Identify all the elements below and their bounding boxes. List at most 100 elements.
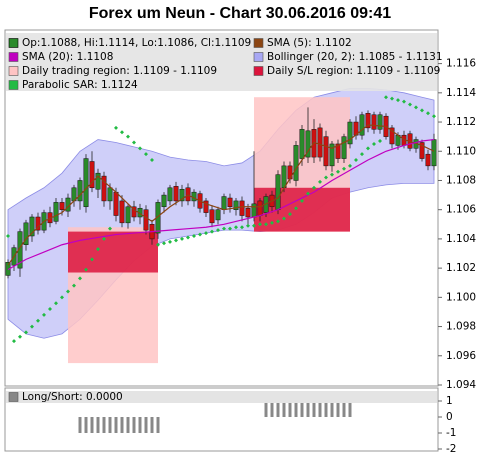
sar-dot: [402, 99, 406, 104]
candle-body: [245, 207, 251, 218]
candle-body: [215, 209, 221, 221]
sar-dot: [348, 163, 352, 168]
candle-body: [101, 175, 107, 202]
candle-body: [53, 202, 59, 222]
bar: [348, 401, 352, 417]
candle-body: [221, 196, 227, 210]
candle-body: [371, 114, 377, 130]
bar: [342, 401, 346, 417]
sar-dot: [408, 102, 412, 107]
sar-dot: [354, 158, 358, 163]
region: [68, 231, 158, 273]
candle-body: [299, 129, 305, 159]
y-tick-label: 1.100: [446, 291, 476, 303]
candle-body: [209, 209, 215, 224]
sar-dot: [102, 236, 106, 241]
candle-body: [35, 216, 41, 231]
y-tick-label: 1.106: [446, 204, 476, 216]
legend-label: Daily S/L region: 1.1109 - 1.1109: [267, 65, 440, 77]
sar-dot: [294, 206, 298, 211]
sar-dot: [72, 283, 76, 288]
y-tick-label: 0: [446, 411, 453, 423]
y-tick-label: -1: [446, 427, 456, 439]
sar-dot: [54, 301, 58, 306]
sar-dot: [48, 307, 52, 312]
sar-dot: [330, 172, 334, 177]
candle-body: [365, 113, 371, 129]
bar: [126, 417, 130, 433]
y-tick-label: 1.094: [446, 379, 476, 391]
sar-dot: [324, 175, 328, 180]
bar: [90, 417, 94, 433]
bar: [318, 401, 322, 417]
candle-body: [347, 121, 353, 145]
sar-dot: [390, 96, 394, 101]
candle-body: [107, 187, 113, 202]
bar: [150, 417, 154, 433]
sar-dot: [378, 139, 382, 144]
sar-dot: [174, 238, 178, 243]
legend-label: SMA (5): 1.1102: [267, 37, 352, 49]
line-layer: [7, 124, 435, 271]
y-tick-label: 1.116: [446, 58, 476, 70]
indicator-line: [7, 124, 435, 266]
candle-body: [431, 139, 437, 167]
sar-dot: [114, 125, 118, 130]
sar-dot: [150, 158, 154, 163]
sar-dot: [18, 334, 22, 339]
candle-body: [281, 165, 287, 189]
candle-body: [251, 203, 257, 218]
candle-layer: [5, 107, 437, 433]
sar-dot: [108, 226, 112, 231]
dot-layer: [6, 95, 436, 344]
candle-body: [113, 191, 119, 216]
bar: [282, 401, 286, 417]
bar: [300, 401, 304, 417]
candle-body: [77, 180, 83, 202]
legend-label: Bollinger (20, 2): 1.1085 - 1.1131: [267, 51, 443, 63]
candle-body: [317, 127, 323, 158]
sar-dot: [6, 233, 10, 238]
sar-dot: [318, 179, 322, 184]
sar-dot: [192, 233, 196, 238]
sar-dot: [312, 185, 316, 190]
sar-dot: [240, 225, 244, 230]
sar-dot: [138, 146, 142, 151]
candle-body: [341, 136, 347, 159]
sar-dot: [282, 216, 286, 221]
sar-dot: [234, 225, 238, 230]
candle-body: [83, 158, 89, 208]
candle-body: [335, 143, 341, 159]
sar-dot: [366, 146, 370, 151]
bar: [270, 401, 274, 417]
bar: [264, 401, 268, 417]
sar-dot: [66, 289, 70, 294]
sar-dot: [420, 108, 424, 113]
bar: [132, 417, 136, 433]
candle-body: [89, 161, 95, 189]
candle-body: [419, 142, 425, 159]
legend-swatch: [8, 80, 19, 90]
candle-body: [305, 130, 311, 158]
candle-body: [161, 194, 167, 208]
sar-dot: [306, 191, 310, 196]
sar-dot: [252, 223, 256, 228]
sar-dot: [96, 247, 100, 252]
candle-body: [143, 209, 149, 231]
sar-dot: [90, 257, 94, 262]
sar-dot: [270, 220, 274, 225]
bar: [84, 417, 88, 433]
sar-dot: [246, 223, 250, 228]
sar-dot: [426, 111, 430, 116]
sar-dot: [216, 228, 220, 233]
legend-label: Op:1.1088, Hi:1.1114, Lo:1.1086, Cl:1.11…: [22, 37, 251, 49]
candle-body: [293, 145, 299, 181]
sar-dot: [228, 226, 232, 231]
sar-dot: [36, 318, 40, 323]
bar: [114, 417, 118, 433]
candle-body: [173, 186, 179, 202]
candle-body: [233, 200, 239, 210]
sar-dot: [126, 134, 130, 139]
candle-body: [389, 127, 395, 145]
sar-dot: [78, 276, 82, 281]
